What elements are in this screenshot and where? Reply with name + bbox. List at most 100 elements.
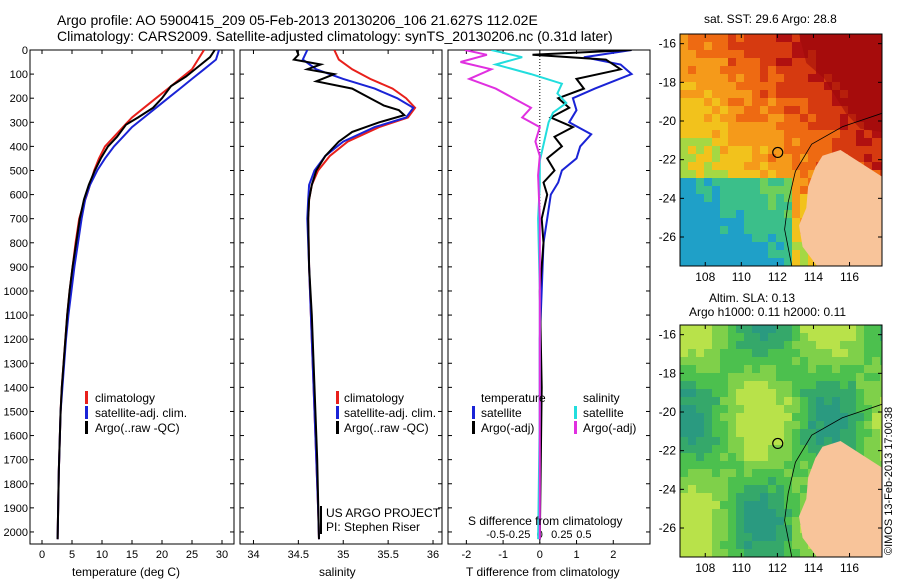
map-cell bbox=[680, 202, 688, 210]
map-cell bbox=[792, 194, 800, 202]
map-cell bbox=[728, 162, 736, 170]
map-cell bbox=[680, 242, 688, 250]
map-cell bbox=[696, 517, 704, 525]
map-cell bbox=[728, 66, 736, 74]
map-cell bbox=[696, 357, 704, 365]
map-cell bbox=[736, 162, 744, 170]
map-cell bbox=[736, 461, 744, 469]
map-cell bbox=[680, 50, 688, 58]
map-cell bbox=[704, 130, 712, 138]
map-cell bbox=[704, 469, 712, 477]
lat-tick-label: -22 bbox=[659, 153, 677, 167]
map-cell bbox=[752, 525, 760, 533]
map-cell bbox=[880, 421, 882, 429]
map-cell bbox=[776, 533, 784, 541]
map-cell bbox=[792, 525, 800, 533]
map-cell bbox=[752, 42, 760, 50]
map-cell bbox=[680, 154, 688, 162]
series-line-blue bbox=[538, 50, 634, 540]
map-cell bbox=[680, 421, 688, 429]
map-cell bbox=[712, 437, 720, 445]
map-cell bbox=[784, 258, 792, 266]
map-cell bbox=[784, 373, 792, 381]
map-cell bbox=[792, 373, 800, 381]
map-cell bbox=[792, 234, 800, 242]
map-cell bbox=[816, 122, 824, 130]
map-cell bbox=[776, 90, 784, 98]
map-cell bbox=[728, 357, 736, 365]
map-cell bbox=[880, 413, 882, 421]
map-cell bbox=[720, 325, 728, 333]
map-cell bbox=[832, 138, 840, 146]
map-cell bbox=[768, 82, 776, 90]
map-cell bbox=[768, 509, 776, 517]
lon-tick-label: 112 bbox=[768, 561, 787, 575]
lat-tick-label: -26 bbox=[659, 521, 677, 535]
map-cell bbox=[704, 66, 712, 74]
map-cell bbox=[776, 66, 784, 74]
map-cell bbox=[688, 509, 696, 517]
map-cell bbox=[752, 82, 760, 90]
map-cell bbox=[880, 397, 882, 405]
map-cell bbox=[744, 58, 752, 66]
map-cell bbox=[688, 74, 696, 82]
map-cell bbox=[736, 34, 744, 42]
map-cell bbox=[808, 333, 816, 341]
map-cell bbox=[688, 461, 696, 469]
map-cell bbox=[784, 445, 792, 453]
map-cell bbox=[696, 461, 704, 469]
map-cell bbox=[728, 178, 736, 186]
map-cell bbox=[760, 373, 768, 381]
map-cell bbox=[704, 437, 712, 445]
map-cell bbox=[744, 437, 752, 445]
map-cell bbox=[752, 373, 760, 381]
map-cell bbox=[728, 242, 736, 250]
legend-t-argo: Argo(-adj) bbox=[481, 421, 535, 435]
map-cell bbox=[856, 445, 864, 453]
map-cell bbox=[696, 429, 704, 437]
x-tick-label: -2 bbox=[461, 549, 471, 561]
map-cell bbox=[848, 349, 856, 357]
map-cell bbox=[728, 485, 736, 493]
map-cell bbox=[792, 493, 800, 501]
map-cell bbox=[688, 114, 696, 122]
map-cell bbox=[680, 469, 688, 477]
depth-tick-label: 1700 bbox=[4, 455, 28, 467]
map-cell bbox=[720, 234, 728, 242]
map-cell bbox=[816, 90, 824, 98]
map-cell bbox=[728, 82, 736, 90]
map-cell bbox=[736, 66, 744, 74]
map-cell bbox=[784, 154, 792, 162]
map-cell bbox=[744, 445, 752, 453]
map-cell bbox=[800, 258, 808, 266]
map-cell bbox=[816, 98, 824, 106]
map-cell bbox=[680, 162, 688, 170]
map-cell bbox=[792, 429, 800, 437]
map-cell bbox=[712, 533, 720, 541]
map-cell bbox=[712, 122, 720, 130]
x-tick-label: 10 bbox=[96, 549, 108, 561]
map-cell bbox=[704, 42, 712, 50]
map-cell bbox=[720, 82, 728, 90]
map-cell bbox=[696, 501, 704, 509]
map-cell bbox=[720, 421, 728, 429]
map-cell bbox=[784, 226, 792, 234]
map-cell bbox=[792, 485, 800, 493]
map-cell bbox=[696, 533, 704, 541]
map-cell bbox=[832, 437, 840, 445]
map-cell bbox=[688, 226, 696, 234]
map-cell bbox=[840, 373, 848, 381]
map-cell bbox=[688, 349, 696, 357]
legend-t-satellite: satellite bbox=[481, 406, 522, 420]
map-cell bbox=[752, 517, 760, 525]
map-cell bbox=[880, 357, 882, 365]
map-cell bbox=[776, 218, 784, 226]
map-cell bbox=[720, 98, 728, 106]
map-cell bbox=[776, 493, 784, 501]
map-cell bbox=[728, 365, 736, 373]
map-cell bbox=[720, 58, 728, 66]
map-cell bbox=[720, 349, 728, 357]
map-cell bbox=[760, 162, 768, 170]
lon-tick-label: 114 bbox=[804, 270, 823, 284]
map-cell bbox=[760, 437, 768, 445]
